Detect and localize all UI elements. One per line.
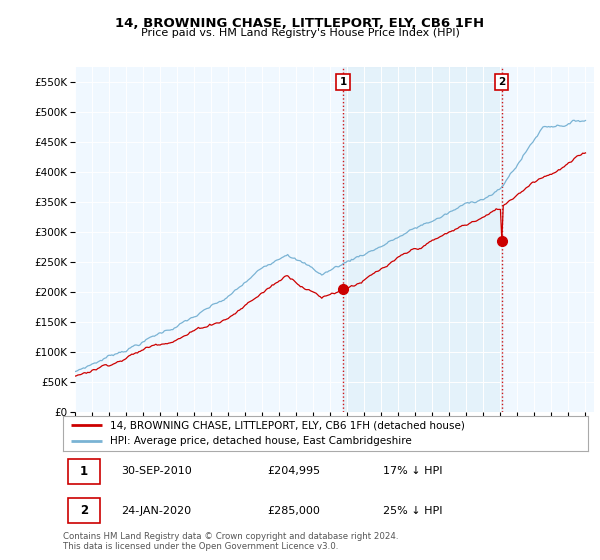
Text: 30-SEP-2010: 30-SEP-2010 xyxy=(121,466,191,477)
Text: 2: 2 xyxy=(498,77,505,87)
FancyBboxPatch shape xyxy=(68,459,100,484)
FancyBboxPatch shape xyxy=(68,498,100,523)
Text: £204,995: £204,995 xyxy=(268,466,321,477)
Text: HPI: Average price, detached house, East Cambridgeshire: HPI: Average price, detached house, East… xyxy=(110,436,412,446)
Text: 25% ↓ HPI: 25% ↓ HPI xyxy=(383,506,443,516)
Bar xyxy=(343,67,502,412)
Text: Price paid vs. HM Land Registry's House Price Index (HPI): Price paid vs. HM Land Registry's House … xyxy=(140,28,460,38)
Text: £285,000: £285,000 xyxy=(268,506,320,516)
Text: 14, BROWNING CHASE, LITTLEPORT, ELY, CB6 1FH: 14, BROWNING CHASE, LITTLEPORT, ELY, CB6… xyxy=(115,17,485,30)
Text: 1: 1 xyxy=(340,77,347,87)
Text: 14, BROWNING CHASE, LITTLEPORT, ELY, CB6 1FH (detached house): 14, BROWNING CHASE, LITTLEPORT, ELY, CB6… xyxy=(110,421,465,431)
Text: 17% ↓ HPI: 17% ↓ HPI xyxy=(383,466,443,477)
Text: 24-JAN-2020: 24-JAN-2020 xyxy=(121,506,191,516)
Text: 2: 2 xyxy=(80,504,88,517)
Text: Contains HM Land Registry data © Crown copyright and database right 2024.
This d: Contains HM Land Registry data © Crown c… xyxy=(63,532,398,552)
Text: 1: 1 xyxy=(80,465,88,478)
